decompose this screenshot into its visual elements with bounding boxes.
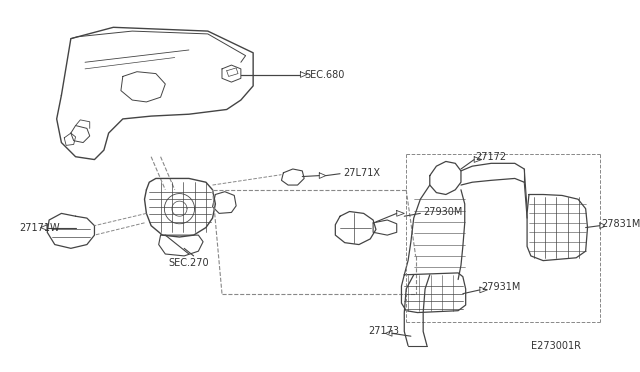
Text: SEC.270: SEC.270 [168,259,209,269]
Text: 27173: 27173 [369,327,399,336]
Text: 27931M: 27931M [482,282,521,292]
Text: 27930M: 27930M [423,206,463,217]
Text: 27831M: 27831M [602,219,640,229]
Text: 27L71X: 27L71X [343,168,380,178]
Text: 27171W: 27171W [19,222,60,232]
Text: E273001R: E273001R [531,341,581,351]
Text: SEC.680: SEC.680 [304,70,344,80]
Text: 27172: 27172 [475,152,506,162]
